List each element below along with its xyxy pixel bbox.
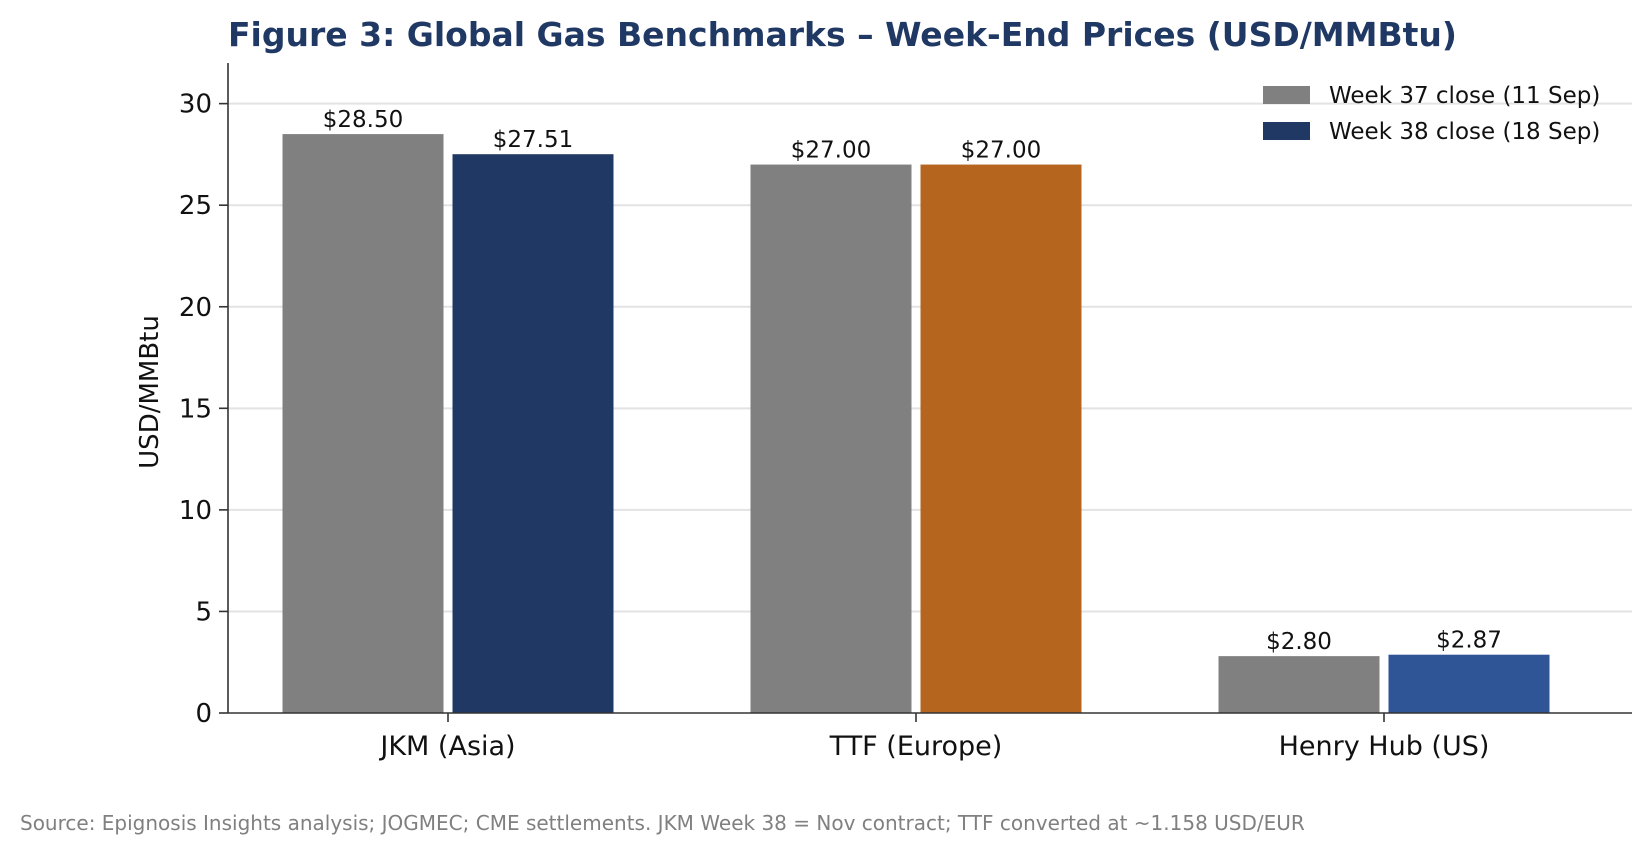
y-tick-labels: 0 5 10 15 20 25 30	[179, 90, 212, 729]
bar	[750, 164, 912, 713]
y-axis-title: USD/MMBtu	[135, 315, 165, 469]
bar	[1218, 656, 1380, 713]
y-tick-label: 5	[195, 597, 212, 627]
legend: Week 37 close (11 Sep) Week 38 close (18 …	[1263, 83, 1600, 145]
bar-value-label: $27.51	[493, 127, 573, 153]
legend-label: Week 38 close (18 Sep)	[1329, 119, 1600, 145]
bars	[282, 134, 1550, 713]
y-tick-label: 10	[179, 496, 212, 526]
legend-swatch	[1263, 122, 1310, 140]
bar-value-label: $2.80	[1266, 629, 1332, 655]
source-note: Source: Epignosis Insights analysis; JOG…	[20, 811, 1305, 835]
chart-title: Figure 3: Global Gas Benchmarks – Week-E…	[228, 15, 1457, 54]
data-labels: $28.50 $27.51 $27.00 $27.00 $2.80 $2.87	[323, 107, 1502, 655]
bar	[282, 134, 444, 713]
x-category-label: TTF (Europe)	[829, 731, 1003, 762]
bar	[1388, 654, 1550, 713]
y-tick-label: 25	[179, 191, 212, 221]
x-category-labels: JKM (Asia) TTF (Europe) Henry Hub (US)	[378, 731, 1489, 762]
bar	[920, 164, 1082, 713]
bar-value-label: $2.87	[1436, 628, 1502, 654]
legend-label: Week 37 close (11 Sep)	[1329, 83, 1600, 109]
bar-value-label: $28.50	[323, 107, 403, 133]
bar	[452, 154, 614, 713]
y-tick-label: 0	[195, 699, 212, 729]
bar-value-label: $27.00	[961, 138, 1041, 164]
x-category-label: Henry Hub (US)	[1279, 731, 1490, 762]
y-tick-label: 20	[179, 293, 212, 323]
bar-value-label: $27.00	[791, 138, 871, 164]
axes	[219, 63, 1632, 722]
y-tick-label: 15	[179, 394, 212, 424]
x-category-label: JKM (Asia)	[378, 731, 515, 762]
y-tick-label: 30	[179, 90, 212, 120]
legend-swatch	[1263, 86, 1310, 104]
